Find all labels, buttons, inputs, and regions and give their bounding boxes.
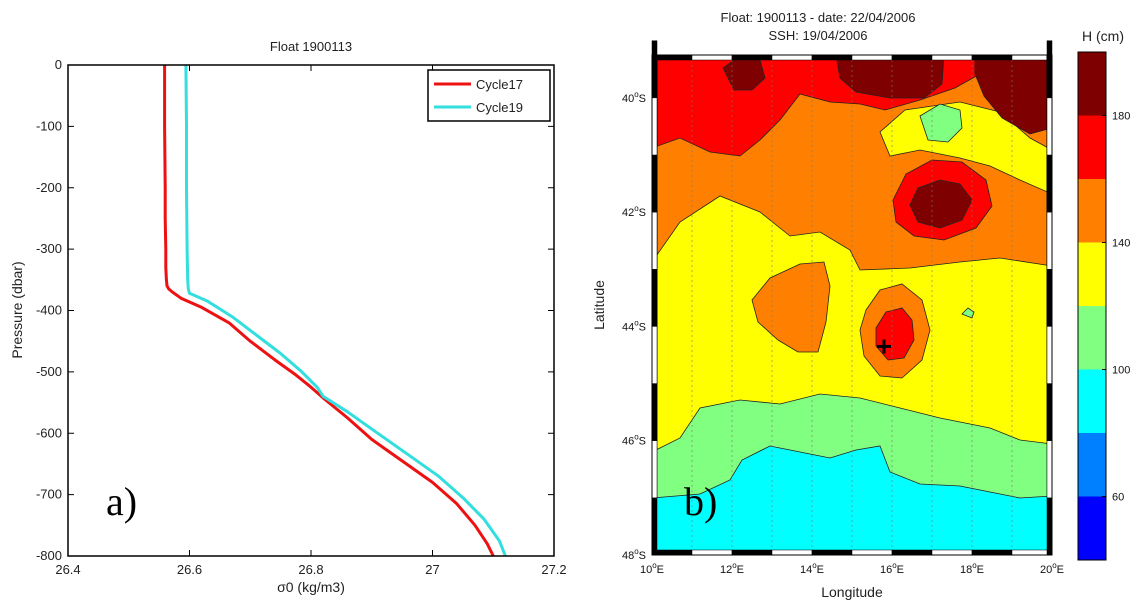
border-segment [1046,40,1053,99]
colorbar-tick-label: 60 [1112,492,1124,504]
border-segment [931,54,973,61]
map-grid [691,55,1013,555]
border-segment [931,549,973,556]
y-tick-label-b: 46oS [622,433,646,448]
border-segment [1011,549,1053,556]
plot-area-a [68,65,554,556]
x-tick-label: 27 [425,562,439,577]
border-segment [731,54,773,61]
x-tick-label: 26.6 [177,562,202,577]
border-segment [651,40,658,99]
colorbar-level [1078,306,1106,370]
border-segment [971,549,1013,556]
colorbar-level [1078,179,1106,243]
y-tick-label-b: 40oS [622,90,646,105]
level-100-120-patch [919,103,963,143]
panel-label-a: a) [106,479,137,524]
colorbar-tick-label: 140 [1112,238,1130,250]
colorbar: 180 140 100 60 [1077,51,1130,561]
x-tick-label-b: 16oE [880,561,904,576]
border-segment [651,54,693,61]
legend-label-cycle17: Cycle17 [476,77,523,92]
border-segment [891,549,933,556]
colorbar-level [1078,115,1106,179]
border-segment [731,549,773,556]
y-tick-label: -700 [36,487,62,502]
border-segment [851,54,893,61]
x-axis-label-b: Longitude [821,584,883,600]
colorbar-level [1078,242,1106,306]
ssh-map: Float: 1900113 - date: 22/04/2006 SSH: 1… [591,10,1130,600]
y-tick-label: -500 [36,364,62,379]
colorbar-frame [1077,51,1107,561]
series-lines-a [163,64,507,557]
x-tick-label-b: 12oE [720,561,744,576]
border-segment [771,549,813,556]
level-100-120-dot [961,307,975,319]
level-140-160-west [751,261,831,353]
colorbar-level [1078,369,1106,433]
colorbar-level [1078,433,1106,497]
legend-label-cycle19: Cycle19 [476,100,523,115]
y-tick-label: -200 [36,180,62,195]
border-segment [651,549,693,556]
x-axis-label-a: σ0 (kg/m3) [277,579,345,595]
border-segment [811,54,853,61]
border-segment [891,54,933,61]
border-segment [971,54,1013,61]
colorbar-level [1078,52,1106,116]
series-line-cycle17 [163,65,495,557]
x-tick-label: 26.4 [55,562,80,577]
legend-box [427,69,551,122]
y-tick-label-b: 48oS [622,547,646,562]
colorbar-tick-label: 100 [1112,365,1130,377]
map-title: Float: 1900113 - date: 22/04/2006 [721,10,916,25]
y-tick-label: -600 [36,425,62,440]
density-profile-chart: Float 1900113 26.4 26.6 26.8 27 27.2 0 -100 -20… [9,39,567,595]
y-tick-label: -800 [36,548,62,563]
border-segment [691,549,733,556]
series-line-cycle19 [184,64,507,557]
panel-label-b: b) [684,479,717,524]
border-segment [851,549,893,556]
y-tick-label: -100 [36,118,62,133]
y-axis-label-b: Latitude [591,280,607,330]
tick-marks-a: 26.4 26.6 26.8 27 27.2 0 -100 -200 -300 -400 -500 -… [36,57,567,577]
level-180-200-ne [974,55,1052,135]
border-segment [771,54,813,61]
plot-frame-a [67,64,555,557]
y-tick-label: -300 [36,241,62,256]
x-tick-label-b: 20oE [1040,561,1064,576]
x-tick-label: 27.2 [541,562,566,577]
y-tick-label: 0 [55,57,62,72]
border-segment [811,549,853,556]
colorbar-level [1078,496,1106,560]
x-tick-label-b: 10oE [640,561,664,576]
y-tick-label-b: 44oS [622,318,646,333]
border-segment [691,54,733,61]
map-tick-labels: 10oE 12oE 14oE 16oE 18oE 20oE 40oS 42oS 44oS 46oS… [622,90,1064,576]
x-tick-label-b: 18oE [960,561,984,576]
map-frame [651,54,1053,556]
x-tick-label: 26.8 [298,562,323,577]
colorbar-title: H (cm) [1082,28,1124,44]
map-subtitle: SSH: 19/04/2006 [768,28,867,43]
float-position-marker [877,339,891,354]
y-tick-label: -400 [36,303,62,318]
colorbar-tick-label: 180 [1112,111,1130,123]
y-tick-label-b: 42oS [622,204,646,219]
chart-a-title: Float 1900113 [270,39,352,54]
border-segment [1011,54,1053,61]
y-axis-label-a: Pressure (dbar) [9,261,25,358]
x-tick-label-b: 14oE [800,561,824,576]
legend-a: Cycle17 Cycle19 [427,69,551,122]
